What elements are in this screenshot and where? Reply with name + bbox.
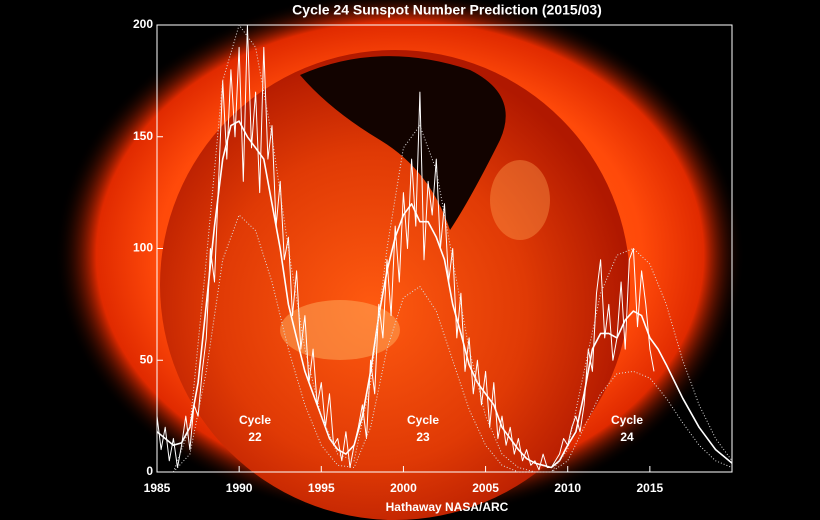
y-tick-label: 0 bbox=[146, 464, 153, 478]
footer: Hathaway NASA/ARC bbox=[386, 500, 509, 514]
cycle-label: 22 bbox=[248, 430, 262, 444]
cycle-label: 24 bbox=[620, 430, 634, 444]
bright-region bbox=[280, 300, 400, 360]
series-line bbox=[172, 24, 733, 473]
x-tick-label: 2000 bbox=[390, 481, 417, 495]
cycle-label: Cycle bbox=[407, 413, 439, 427]
y-tick-label: 150 bbox=[133, 129, 153, 143]
x-tick-label: 1985 bbox=[144, 481, 171, 495]
x-tick-label: 1990 bbox=[226, 481, 253, 495]
x-tick-label: 2005 bbox=[472, 481, 499, 495]
cycle-label: Cycle bbox=[611, 413, 643, 427]
cycle-label: 23 bbox=[416, 430, 430, 444]
y-tick-label: 200 bbox=[133, 17, 153, 31]
series-line bbox=[173, 214, 733, 473]
y-tick-label: 50 bbox=[140, 352, 154, 366]
y-tick-label: 100 bbox=[133, 241, 153, 255]
coronal-hole bbox=[300, 56, 506, 231]
x-tick-label: 2010 bbox=[554, 481, 581, 495]
series-line bbox=[156, 24, 655, 471]
x-tick-label: 2015 bbox=[637, 481, 664, 495]
bright-region bbox=[490, 160, 550, 240]
cycle-label: Cycle bbox=[239, 413, 271, 427]
chart-title: Cycle 24 Sunspot Number Prediction (2015… bbox=[292, 2, 602, 18]
sun-disc bbox=[160, 50, 630, 520]
x-tick-label: 1995 bbox=[308, 481, 335, 495]
series-line bbox=[156, 120, 733, 469]
